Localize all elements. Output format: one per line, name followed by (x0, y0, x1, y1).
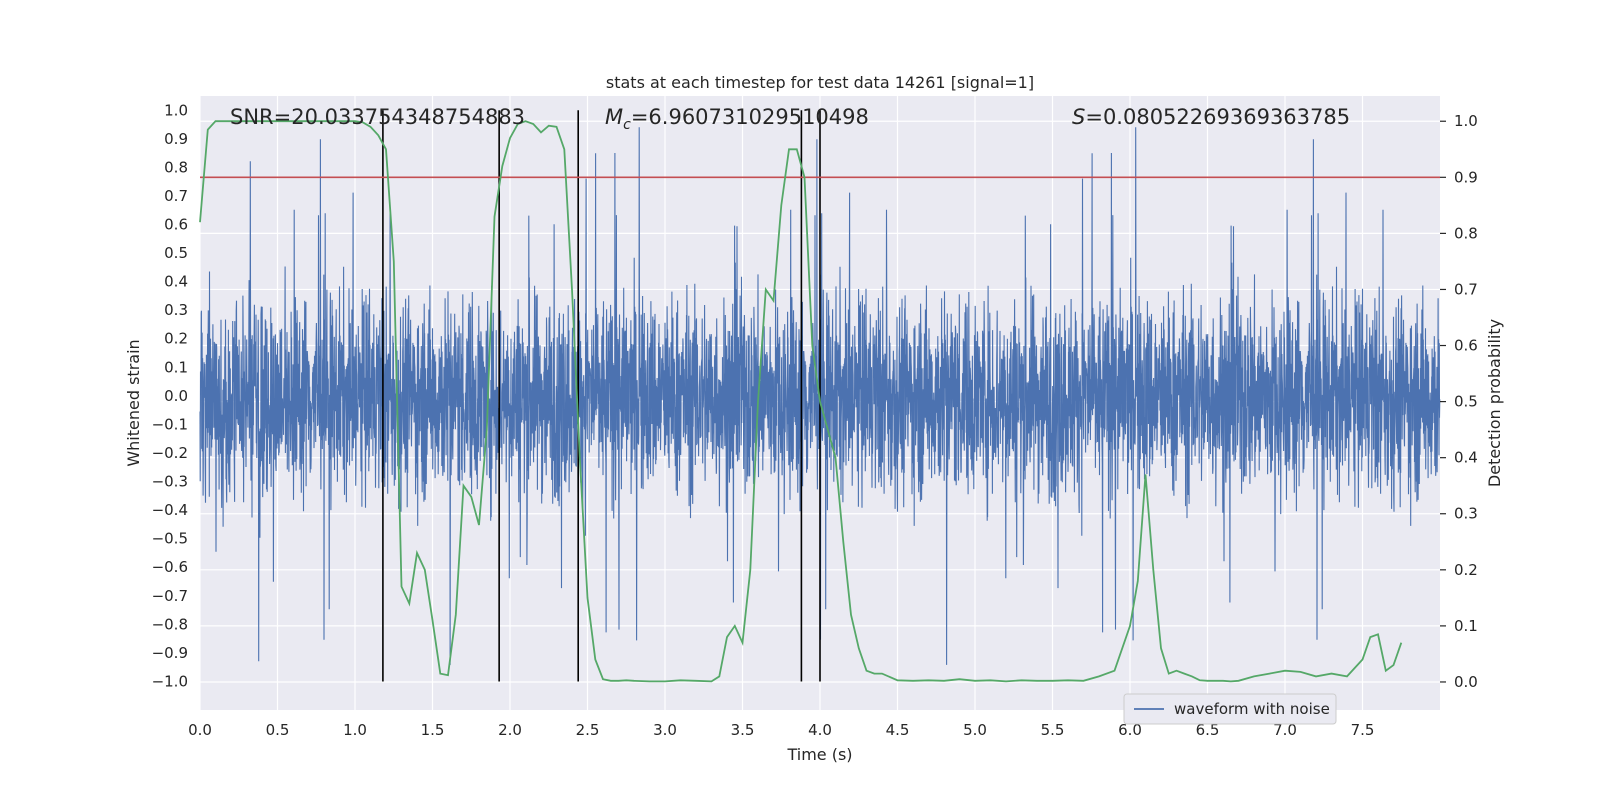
right-y-tick-label: 0.8 (1454, 224, 1478, 242)
left-y-tick-label: −0.8 (152, 615, 188, 633)
left-y-tick-label: 0.0 (164, 387, 188, 405)
x-tick-label: 6.0 (1118, 721, 1142, 739)
s-symbol: S (1072, 105, 1085, 129)
x-tick-label: 0.5 (266, 721, 290, 739)
chirp-mass-subscript: c (623, 117, 631, 133)
x-tick-label: 4.5 (886, 721, 910, 739)
event-lines (382, 110, 821, 682)
chirp-mass-annotation: Mc=6.960731029510498 (605, 105, 869, 133)
x-tick-label: 2.5 (576, 721, 600, 739)
right-y-tick-label: 0.9 (1454, 168, 1478, 186)
chirp-mass-symbol: M (605, 105, 623, 129)
right-y-tick-label: 0.3 (1454, 505, 1478, 523)
x-tick-label: 5.0 (963, 721, 987, 739)
x-tick-label: 7.5 (1351, 721, 1375, 739)
detection-probability-series (199, 120, 1403, 683)
x-tick-label: 4.0 (808, 721, 832, 739)
x-tick-label: 5.5 (1041, 721, 1065, 739)
left-y-tick-label: 0.7 (164, 187, 188, 205)
left-y-axis-label: Whitened strain (124, 339, 143, 466)
x-tick-label: 6.5 (1196, 721, 1220, 739)
x-tick-label: 0.0 (188, 721, 212, 739)
left-y-tick-label: −0.1 (152, 415, 188, 433)
left-y-tick-label: −0.4 (152, 501, 188, 519)
probability-line (199, 120, 1403, 683)
x-tick-label: 3.0 (653, 721, 677, 739)
right-y-tick-label: 0.7 (1454, 280, 1478, 298)
left-y-tick-label: −0.9 (152, 644, 188, 662)
left-y-axis-ticks: 1.0 0.9 0.8 0.7 0.6 0.5 0.4 0.3 0.2 0.1 0.0 −0.1 −0.… (152, 101, 188, 690)
right-y-tick-label: 0.6 (1454, 337, 1478, 355)
legend-waveform-label: waveform with noise (1174, 700, 1330, 718)
left-y-tick-label: 0.3 (164, 301, 188, 319)
right-y-tick-label: 0.0 (1454, 673, 1478, 691)
x-tick-label: 1.0 (343, 721, 367, 739)
right-y-tick-label: 0.1 (1454, 617, 1478, 635)
x-tick-label: 7.0 (1273, 721, 1297, 739)
x-axis-ticks: 0.0 0.5 1.0 1.5 2.0 2.5 3.0 3.5 4.0 4.5 5.0 5.5 6.0 6… (188, 721, 1374, 739)
right-y-tick-label: 0.5 (1454, 393, 1478, 411)
x-tick-label: 3.5 (731, 721, 755, 739)
left-y-tick-label: 1.0 (164, 101, 188, 119)
left-y-tick-label: −0.6 (152, 558, 188, 576)
left-y-tick-label: 0.8 (164, 158, 188, 176)
left-y-tick-label: −1.0 (152, 672, 188, 690)
left-y-tick-label: 0.9 (164, 130, 188, 148)
left-y-tick-label: −0.3 (152, 473, 188, 491)
chirp-mass-value: =6.960731029510498 (631, 105, 869, 129)
left-y-tick-label: 0.4 (164, 273, 188, 291)
right-y-tick-label: 0.2 (1454, 561, 1478, 579)
legend: waveform with noise (1123, 693, 1337, 725)
snr-annotation: SNR=20.033754348754883 (230, 105, 525, 129)
left-y-tick-label: 0.1 (164, 358, 188, 376)
left-y-tick-label: −0.5 (152, 530, 188, 548)
x-axis-label: Time (s) (786, 745, 852, 764)
left-y-tick-label: −0.2 (152, 444, 188, 462)
left-y-tick-label: 0.6 (164, 216, 188, 234)
x-tick-label: 2.0 (498, 721, 522, 739)
left-y-tick-label: 0.2 (164, 330, 188, 348)
right-y-axis-ticks: 1.0 0.9 0.8 0.7 0.6 0.5 0.4 0.3 0.2 0.1 0.0 (1440, 112, 1478, 691)
right-y-tick-label: 1.0 (1454, 112, 1478, 130)
s-annotation: S=0.08052269369363785 (1072, 105, 1350, 129)
left-y-tick-label: −0.7 (152, 587, 188, 605)
x-tick-label: 1.5 (421, 721, 445, 739)
left-y-tick-label: 0.5 (164, 244, 188, 262)
right-y-tick-label: 0.4 (1454, 449, 1478, 467)
legend-box (1123, 693, 1337, 725)
s-value: =0.08052269369363785 (1085, 105, 1350, 129)
right-y-axis-label: Detection probability (1485, 319, 1504, 487)
chart-title: stats at each timestep for test data 142… (606, 73, 1034, 92)
